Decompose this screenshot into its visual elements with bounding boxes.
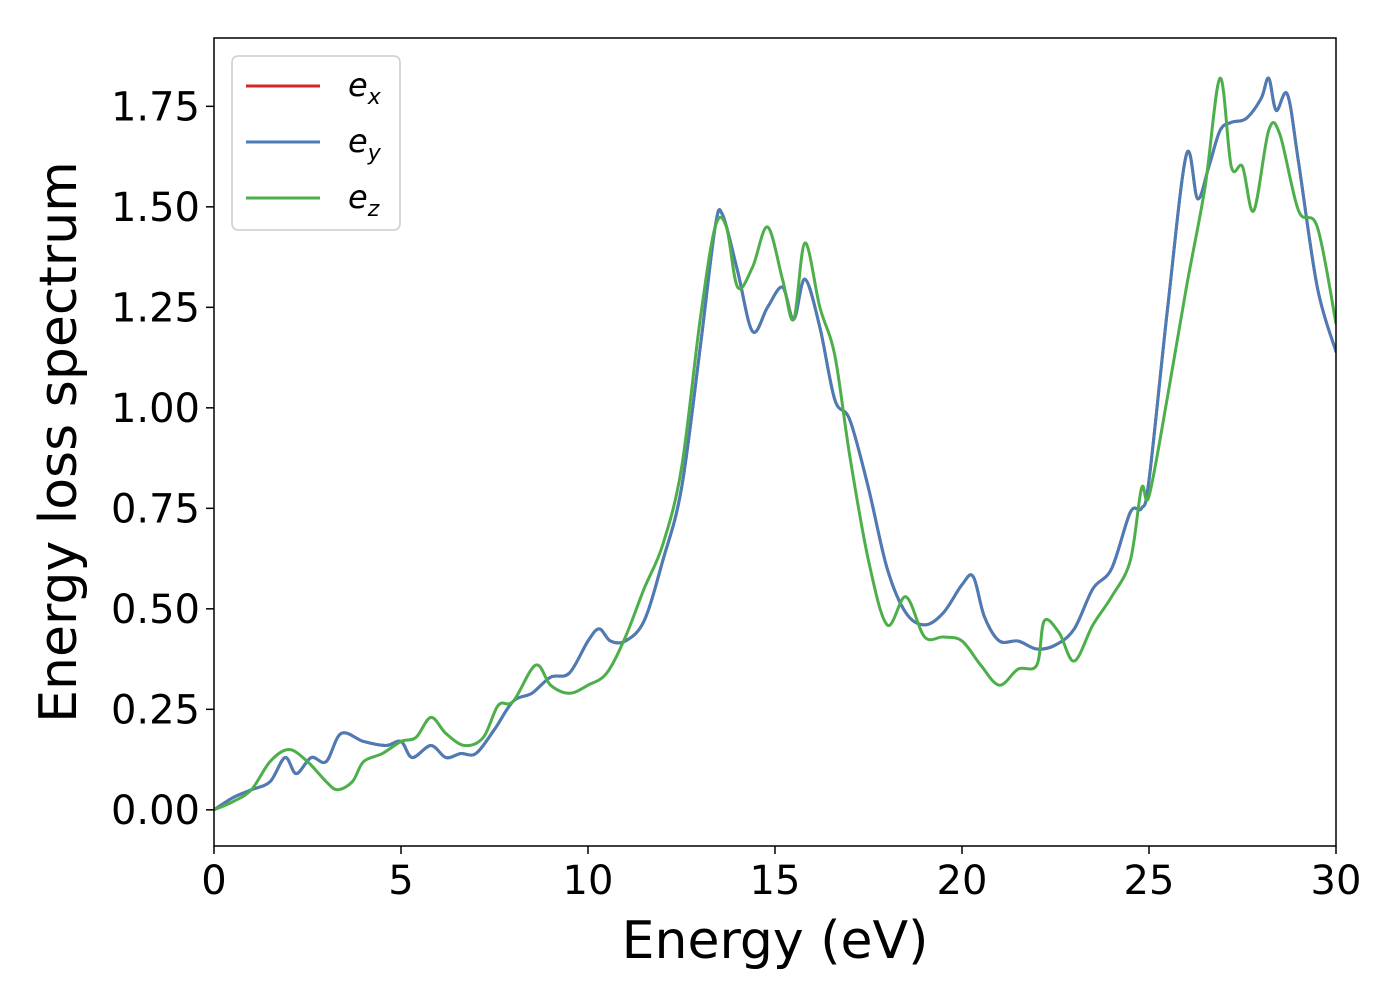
y-tick-label: 1.50 [111, 185, 200, 231]
y-tick-label: 1.75 [111, 84, 200, 130]
x-tick-label: 10 [563, 858, 614, 904]
series-line-e-y [214, 76, 1336, 812]
y-tick-label: 0.25 [111, 687, 200, 733]
x-tick-label: 15 [750, 858, 801, 904]
y-tick-label: 1.25 [111, 285, 200, 331]
y-axis-ticks: 0.00 0.25 0.50 0.75 1.00 1.25 1.50 1.75 [111, 84, 214, 834]
y-tick-label: 1.00 [111, 386, 200, 432]
y-tick-label: 0.50 [111, 587, 200, 633]
x-axis-ticks: 0 5 10 15 20 25 30 [201, 846, 1361, 904]
x-tick-label: 5 [388, 858, 413, 904]
x-tick-label: 30 [1311, 858, 1362, 904]
series-line-e-z [214, 76, 1336, 812]
x-tick-label: 0 [201, 858, 226, 904]
y-tick-label: 0.75 [111, 486, 200, 532]
x-tick-label: 25 [1124, 858, 1175, 904]
x-tick-label: 20 [937, 858, 988, 904]
y-tick-label: 0.00 [111, 788, 200, 834]
x-axis-label: Energy (eV) [622, 911, 929, 971]
y-axis-label: Energy loss spectrum [29, 161, 89, 723]
series-layer [214, 76, 1336, 812]
